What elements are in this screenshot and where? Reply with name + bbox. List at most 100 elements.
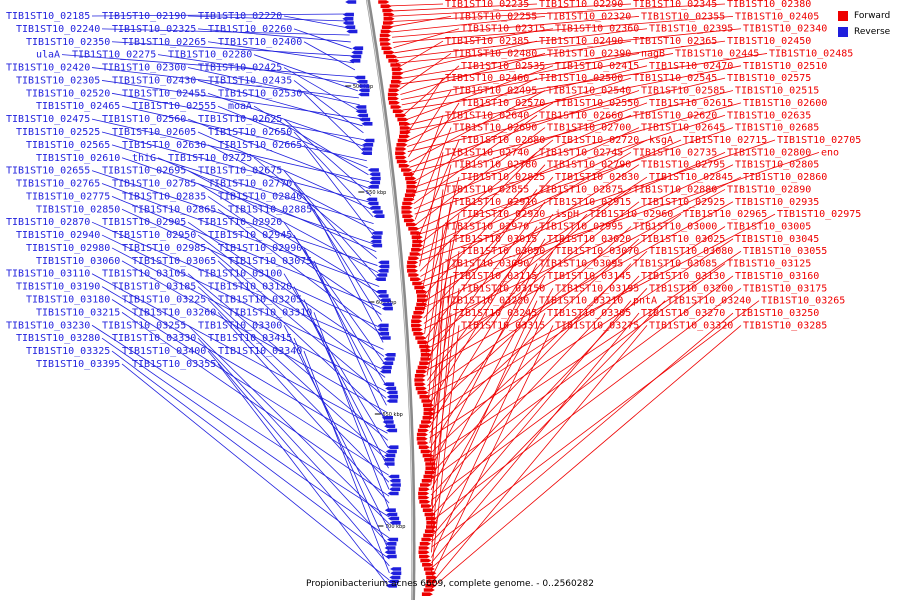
forward-leader-line — [395, 28, 742, 64]
forward-gene-label: TIB1ST10_03000 — [633, 222, 717, 233]
forward-gene-label: TIB1ST10_02720 — [555, 135, 639, 146]
forward-gene — [424, 458, 436, 462]
forward-leader-line — [399, 53, 452, 90]
reverse-leader-line — [111, 196, 381, 308]
reverse-leader-line — [313, 312, 390, 511]
forward-gene-label: TIB1ST10_02705 — [777, 135, 861, 146]
reverse-gene-label: TIB1ST10_03255 — [102, 320, 186, 331]
genome-backbone — [365, 0, 416, 600]
reverse-leader-line — [187, 221, 385, 357]
forward-gene — [417, 340, 429, 344]
forward-leader-line — [401, 53, 640, 101]
forward-gene — [387, 92, 399, 97]
reverse-gene-label: TIB1ST10_03205 — [218, 295, 302, 306]
reverse-gene-label: TIB1ST10_02920 — [198, 217, 282, 228]
forward-gene-label: TIB1ST10_03305 — [547, 308, 631, 319]
reverse-gene-label: TIB1ST10_03260 — [132, 307, 216, 318]
forward-leader-line — [407, 77, 632, 147]
forward-gene — [396, 143, 408, 147]
reverse-gene-label: TIB1ST10_02265 — [122, 37, 206, 48]
reverse-gene — [362, 143, 374, 147]
forward-gene-label: TIB1ST10_02975 — [777, 209, 861, 220]
forward-gene — [421, 479, 433, 483]
reverse-gene — [371, 231, 383, 235]
reverse-gene — [383, 382, 395, 386]
forward-gene-label: TIB1ST10_03085 — [633, 259, 717, 270]
reverse-gene — [377, 327, 389, 332]
forward-gene-label: TIB1ST10_02355 — [641, 11, 725, 22]
forward-gene-label: TIB1ST10_02735 — [633, 147, 717, 158]
forward-gene-label: TIB1ST10_02915 — [547, 197, 631, 208]
forward-gene-label: TIB1ST10_02550 — [555, 98, 639, 109]
forward-gene — [412, 239, 424, 244]
reverse-leader-line — [303, 144, 376, 238]
forward-gene — [424, 529, 436, 533]
reverse-gene — [389, 487, 401, 491]
forward-leader-line — [396, 40, 444, 69]
forward-leader-line — [430, 325, 460, 574]
forward-leader-line — [394, 28, 554, 54]
reverse-gene — [384, 508, 396, 512]
reverse-gene — [386, 512, 398, 517]
forward-gene — [420, 449, 432, 454]
reverse-leader-line — [253, 157, 378, 259]
reverse-gene — [369, 176, 381, 181]
forward-gene — [398, 134, 410, 139]
forward-gene — [405, 176, 417, 181]
forward-leader-line — [397, 40, 538, 75]
forward-leader-line — [431, 312, 640, 564]
forward-gene — [403, 172, 415, 176]
reverse-leader-line — [121, 363, 390, 581]
reverse-gene — [389, 575, 401, 580]
reverse-gene-label: TIB1ST10_02400 — [218, 37, 302, 48]
forward-leader-line — [430, 288, 460, 506]
reverse-gene — [342, 17, 354, 21]
forward-gene-label: TIB1ST10_03015 — [453, 234, 537, 245]
reverse-gene-label: TIB1ST10_02185 — [6, 11, 90, 22]
forward-gene-label: TIB1ST10_02470 — [649, 61, 733, 72]
reverse-leader-line — [293, 80, 364, 134]
legend-forward: Forward — [838, 8, 890, 24]
reverse-gene-label: TIB1ST10_02770 — [208, 179, 292, 190]
reverse-leader-line — [303, 196, 383, 322]
forward-leader-line — [431, 312, 734, 569]
reverse-leader-line — [253, 105, 369, 176]
forward-leader-line — [430, 250, 742, 460]
reverse-gene-label: TIB1ST10_02630 — [122, 140, 206, 151]
forward-gene-label: TIB1ST10_03095 — [539, 259, 623, 270]
reverse-gene-label: TIB1ST10_03105 — [102, 269, 186, 280]
forward-gene — [391, 75, 403, 80]
forward-gene-label: TIB1ST10_02485 — [769, 48, 853, 59]
forward-gene-label: TIB1ST10_03130 — [641, 271, 725, 282]
forward-leader-line — [410, 90, 734, 173]
reverse-leader-line — [207, 247, 387, 399]
forward-leader-line — [415, 127, 546, 225]
forward-gene — [415, 386, 427, 391]
forward-gene — [399, 126, 411, 130]
forward-gene — [380, 4, 392, 8]
reverse-gene-label: TIB1ST10_02280 — [168, 50, 252, 61]
forward-gene-label: TIB1ST10_02970 — [445, 222, 529, 233]
forward-gene — [406, 185, 418, 189]
reverse-gene — [379, 298, 391, 302]
reverse-gene — [382, 361, 394, 365]
forward-gene — [417, 365, 429, 370]
reverse-leader-line — [253, 54, 359, 92]
forward-leader-line — [400, 53, 546, 95]
legend-reverse: Reverse — [838, 24, 890, 40]
reverse-gene-label: TIB1ST10_02220 — [198, 11, 282, 22]
forward-gene-label: TIB1ST10_02315 — [461, 24, 545, 35]
reverse-gene — [382, 420, 394, 424]
forward-gene — [402, 214, 414, 218]
forward-gene-label: TIB1ST10_03285 — [743, 320, 827, 331]
forward-leader-line — [421, 164, 452, 293]
forward-leader-line — [431, 312, 546, 558]
reverse-gene — [371, 243, 383, 248]
forward-leader-line — [409, 90, 640, 168]
reverse-leader-line — [111, 144, 374, 225]
forward-leader-line — [428, 226, 538, 407]
reverse-gene — [358, 84, 370, 88]
reverse-leader-line — [91, 118, 370, 183]
forward-gene-label: TIB1ST10_02645 — [641, 123, 725, 134]
reverse-gene — [384, 546, 396, 550]
